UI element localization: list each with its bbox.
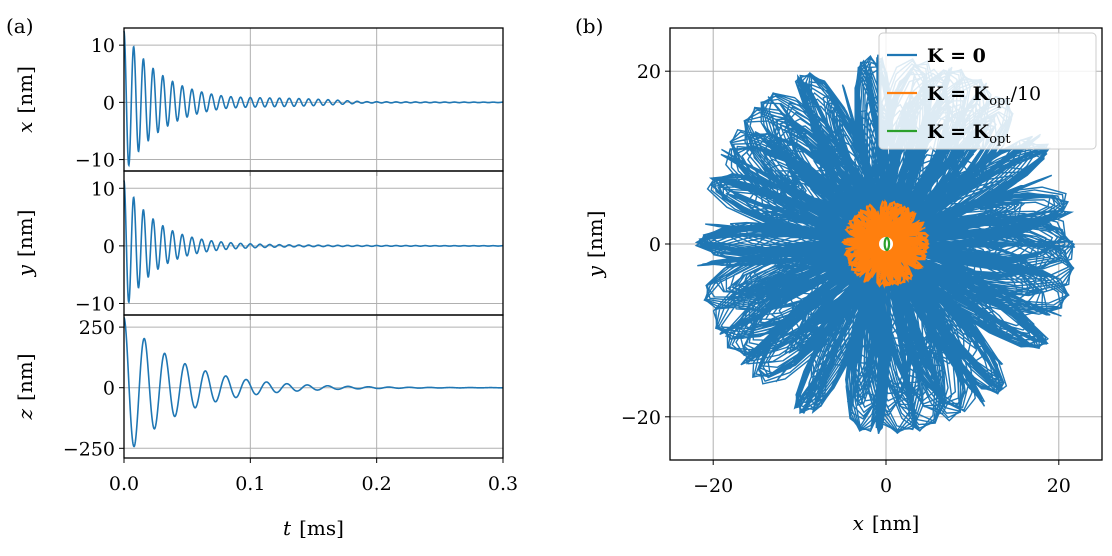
axes-frame-z xyxy=(123,314,504,459)
legend-entry: K = Kopt xyxy=(927,121,1011,147)
trajectory-K-0 xyxy=(694,54,1076,435)
trajectory-centre-ring xyxy=(877,235,895,253)
xlabel-unit: [ms] xyxy=(299,516,344,540)
ytick-label: 20 xyxy=(637,61,661,83)
xtick-label: −20 xyxy=(693,475,733,497)
ylabel-y: y [nm] xyxy=(13,210,37,278)
series-line-z xyxy=(123,317,504,448)
xtick-label: 20 xyxy=(1047,475,1071,497)
ylabel-unit: [nm] xyxy=(583,211,607,258)
ylabel-symbol: y xyxy=(583,265,607,278)
panel-a-label: (a) xyxy=(6,14,34,38)
xlabel-t: t [ms] xyxy=(283,516,344,540)
series-line-x xyxy=(123,31,503,168)
legend-box xyxy=(878,32,1097,150)
xlabel-symbol: x xyxy=(853,511,864,535)
xlabel-b: x [nm] xyxy=(853,511,920,535)
ylabel-x: x [nm] xyxy=(13,66,37,133)
legend-main: K = 0 xyxy=(927,45,986,67)
ytick-label: 0 xyxy=(103,92,115,114)
ylabel-symbol: x xyxy=(13,122,37,133)
ytick-label: 0 xyxy=(103,236,115,258)
legend-entry: K = 0 xyxy=(927,45,986,67)
xtick-label: 0 xyxy=(880,475,892,497)
legend-main: K = K xyxy=(927,83,991,105)
ytick-label: 10 xyxy=(91,178,115,200)
ylabel-unit: [nm] xyxy=(13,354,37,401)
panel-b-label: (b) xyxy=(575,14,603,38)
ytick-label: −10 xyxy=(75,150,115,172)
xtick-label: 0.0 xyxy=(109,473,139,495)
xtick-label: 0.2 xyxy=(362,473,392,495)
legend-entry: K = Kopt/10 xyxy=(927,83,1041,109)
ylabel-symbol: y xyxy=(13,264,37,277)
ylabel-z: z [nm] xyxy=(13,354,37,421)
ytick-label: −250 xyxy=(63,438,115,460)
ylabel-unit: [nm] xyxy=(13,210,37,257)
xlabel-symbol: t xyxy=(283,516,292,540)
ytick-label: 250 xyxy=(79,317,115,339)
trajectory-K-opt-10 xyxy=(840,199,931,289)
trajectory-K-opt xyxy=(883,236,891,252)
ylabel-b: y [nm] xyxy=(583,211,607,279)
series-line-y xyxy=(123,180,504,304)
ylabel-unit: [nm] xyxy=(13,66,37,113)
ytick-label: 0 xyxy=(649,234,661,256)
legend-tail: /10 xyxy=(1011,83,1042,105)
ytick-label: −10 xyxy=(75,293,115,315)
ytick-label: 10 xyxy=(91,35,115,57)
ylabel-symbol: z xyxy=(13,409,37,421)
xlabel-unit: [nm] xyxy=(872,511,919,535)
ytick-label: −20 xyxy=(621,407,661,429)
legend-sub: opt xyxy=(989,132,1011,147)
xtick-label: 0.1 xyxy=(235,473,265,495)
ytick-label: 0 xyxy=(103,378,115,400)
legend-main: K = K xyxy=(927,121,991,143)
legend-sub: opt xyxy=(989,94,1011,109)
xtick-label: 0.3 xyxy=(488,473,518,495)
